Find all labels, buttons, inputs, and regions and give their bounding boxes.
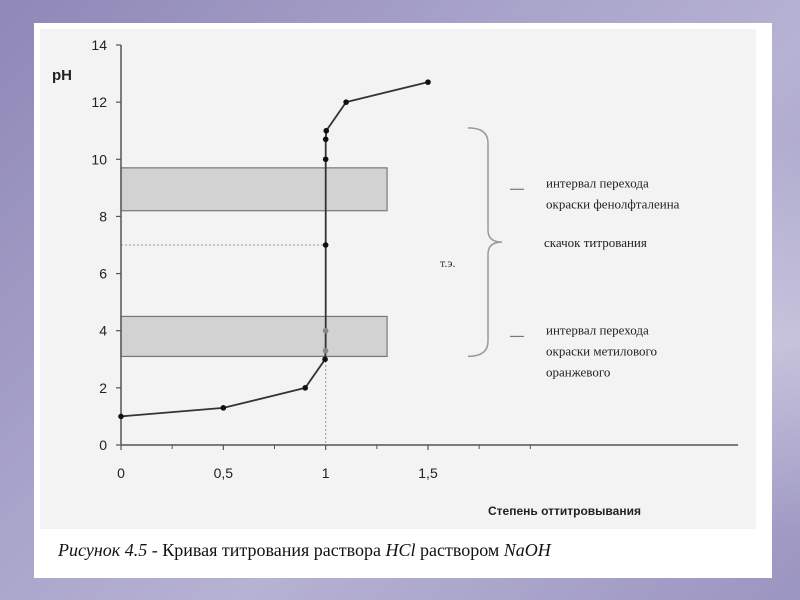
y-tick-label: 0 [99, 437, 107, 453]
jump-brace [467, 127, 503, 358]
y-tick-label: 4 [99, 323, 107, 339]
data-point [425, 79, 431, 85]
plot-panel: 0 2 4 6 8 10 12 14 0 0,5 1 1,5 pH Степень оттитровыва… [40, 29, 756, 529]
x-tick-label: 0,5 [214, 465, 234, 481]
caption-hcl: HCl [385, 540, 416, 560]
x-tick-label: 0 [117, 465, 125, 481]
data-point [302, 385, 309, 391]
data-point [322, 327, 329, 334]
jump-label: скачок титрования [544, 235, 647, 250]
titration-chart: 0 2 4 6 8 10 12 14 0 0,5 1 1,5 pH Степень оттитровыва… [52, 37, 738, 518]
band-label-line: интервал перехода [546, 175, 649, 190]
y-tick-label: 6 [99, 266, 107, 282]
band-label-line: оранжевого [546, 364, 610, 379]
data-point [322, 136, 329, 143]
x-tick-label: 1 [322, 465, 330, 481]
titration-curve [120, 81, 429, 418]
band-label-line: окраски фенолфталеина [546, 196, 680, 211]
equivalence-label: т.э. [440, 256, 456, 270]
data-point [322, 156, 329, 163]
y-tick-label: 2 [99, 380, 107, 396]
x-axis-label: Степень оттитровывания [488, 504, 641, 518]
data-point [323, 127, 330, 134]
data-point [220, 405, 227, 411]
x-tick-label: 1,5 [418, 465, 438, 481]
figure-caption: Рисунок 4.5 - Кривая титрования раствора… [58, 540, 758, 561]
band-label-line: интервал перехода [546, 322, 649, 337]
y-tick-label: 8 [99, 208, 107, 224]
transition-band [120, 315, 388, 358]
caption-text-1: - Кривая титрования раствора [147, 540, 386, 560]
y-axis-label: pH [52, 67, 72, 84]
slide: 0 2 4 6 8 10 12 14 0 0,5 1 1,5 pH Степень оттитровыва… [34, 23, 772, 578]
y-tick-label: 14 [91, 37, 107, 53]
caption-naoh: NaOH [503, 540, 551, 560]
y-tick-label: 12 [91, 94, 107, 110]
y-tick-label: 10 [91, 151, 107, 167]
data-point [343, 99, 349, 105]
transition-band [120, 167, 388, 212]
band-label-line: окраски метилового [546, 343, 657, 358]
data-point [322, 242, 329, 248]
data-point [118, 413, 124, 420]
data-point [322, 347, 329, 354]
caption-text-2: раствором [415, 540, 504, 560]
caption-prefix: Рисунок 4.5 [58, 540, 148, 560]
data-point [322, 356, 328, 363]
